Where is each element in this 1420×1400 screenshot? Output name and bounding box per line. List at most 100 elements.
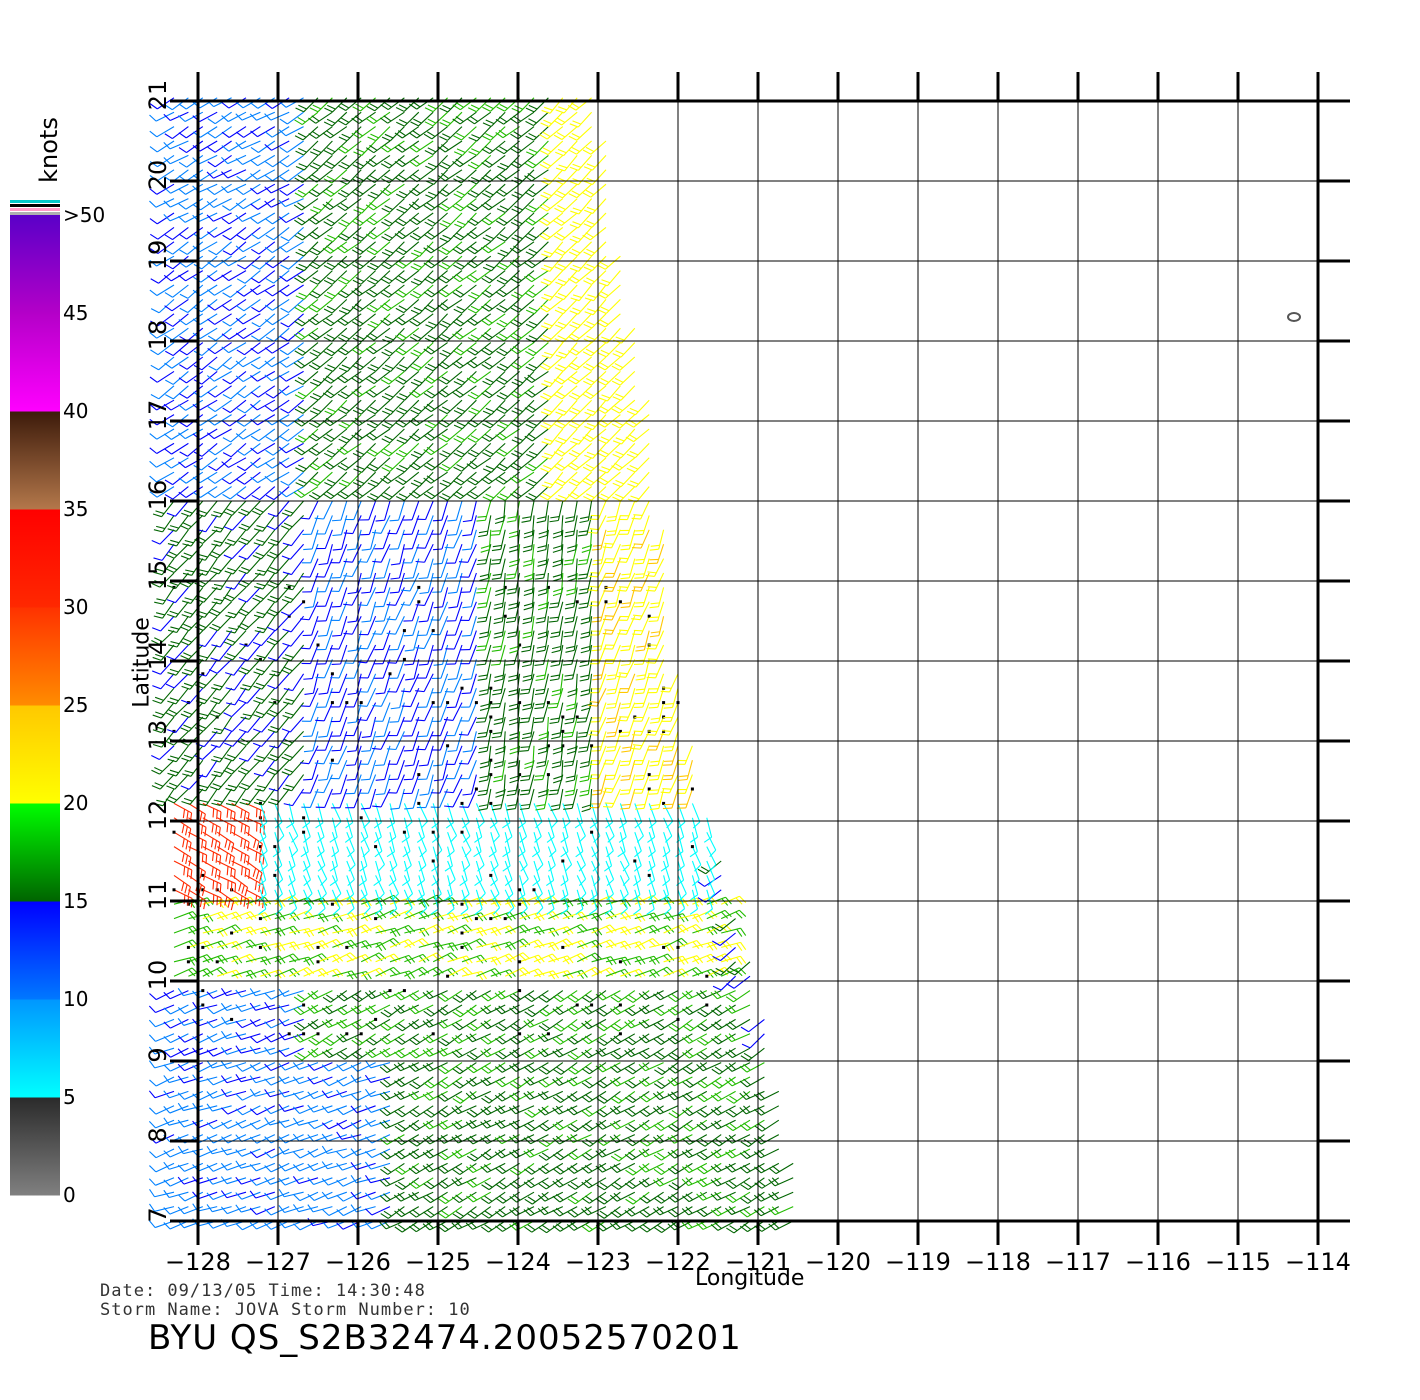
wind-barb-feather	[249, 1207, 257, 1215]
wind-barb-feather	[437, 1212, 446, 1219]
wind-barb-shaft	[603, 1105, 621, 1118]
wind-barb-shaft	[620, 925, 640, 934]
wind-barb-feather	[498, 1078, 506, 1086]
wind-barb-shaft	[458, 1119, 477, 1130]
wind-barb-feather	[493, 606, 503, 610]
wind-barb-feather	[208, 611, 218, 617]
wind-barb-feather	[550, 717, 560, 721]
wind-barb-feather	[440, 1047, 448, 1055]
wind-barb-feather	[520, 789, 530, 792]
wind-barb-feather	[671, 1035, 679, 1043]
wind-barb-feather	[505, 926, 513, 935]
wind-barb-shaft	[733, 1105, 751, 1118]
wind-barb-feather	[321, 1079, 330, 1087]
wind-barb-feather	[216, 882, 218, 892]
wind-barb-feather	[550, 820, 558, 829]
wind-barb-feather	[560, 879, 569, 887]
wind-barb-feather	[498, 1208, 507, 1216]
wind-barb-feather	[519, 926, 527, 934]
wind-barb-feather	[532, 879, 541, 887]
wind-barb-feather	[418, 663, 428, 666]
wind-barb-feather	[620, 807, 630, 810]
wind-barb-feather	[318, 778, 328, 781]
rain-flag-marker	[460, 931, 464, 935]
wind-barb-shaft	[270, 1162, 290, 1173]
wind-barb-feather	[536, 674, 546, 678]
wind-barb-shaft	[533, 953, 553, 963]
wind-barb-feather	[479, 707, 489, 711]
wind-barb-feather	[521, 775, 531, 778]
wind-barb-feather	[188, 912, 196, 921]
wind-barb-feather	[757, 1092, 765, 1099]
wind-barb-feather	[653, 1208, 661, 1216]
wind-barb-feather	[685, 990, 693, 998]
wind-barb-shaft	[591, 889, 598, 910]
wind-barb-shaft	[721, 941, 741, 948]
wind-barb-shaft	[168, 1119, 189, 1126]
wind-barb-shaft	[198, 1191, 218, 1200]
wind-barb-feather	[579, 779, 589, 783]
wind-barb-feather	[613, 1006, 622, 1014]
wind-barb-feather	[464, 849, 472, 858]
wind-barb-shaft	[616, 1162, 636, 1174]
wind-barb-feather	[521, 649, 531, 653]
wind-barb-shaft	[632, 1191, 650, 1205]
wind-barb-feather	[483, 1106, 492, 1114]
wind-barb-feather	[649, 926, 657, 934]
wind-barb-feather	[556, 1151, 565, 1159]
wind-barb-feather	[455, 1210, 464, 1217]
wind-barb-feather	[519, 692, 529, 695]
wind-barb-feather	[452, 1098, 461, 1104]
wind-barb-feather	[383, 1107, 391, 1115]
wind-barb-shaft	[502, 1177, 520, 1190]
wind-barb-feather	[278, 1136, 286, 1144]
wind-barb-feather	[256, 611, 266, 616]
wind-barb-feather	[379, 1066, 388, 1073]
wind-barb-shaft	[199, 1062, 218, 1073]
wind-barb-feather	[469, 1077, 477, 1085]
wind-barb-feather	[354, 1037, 363, 1044]
wind-barb-shaft	[702, 1191, 722, 1201]
wind-barb-feather	[389, 908, 398, 915]
wind-barb-shaft	[605, 940, 626, 948]
wind-barb-feather	[576, 954, 585, 962]
wind-barb-feather	[585, 1138, 594, 1145]
wind-barb-feather	[266, 640, 276, 646]
wind-barb-shaft	[645, 1148, 664, 1158]
wind-barb-shaft	[663, 803, 674, 822]
wind-barb-feather	[419, 591, 429, 595]
wind-barb-shaft	[403, 875, 414, 894]
wind-barb-feather	[538, 736, 548, 741]
wind-barb-feather	[577, 913, 585, 921]
wind-barb-shaft	[661, 1220, 679, 1233]
wind-barb-feather	[494, 617, 504, 621]
wind-barb-feather	[480, 994, 489, 1002]
wind-barb-shaft	[749, 1033, 765, 1049]
wind-barb-feather	[617, 589, 627, 592]
wind-barb-feather	[721, 898, 729, 906]
wind-barb-feather	[537, 1034, 545, 1043]
wind-barb-feather	[566, 588, 576, 592]
wind-barb-shaft	[476, 968, 496, 977]
wind-barb-shaft	[648, 875, 657, 895]
wind-barb-shaft	[260, 969, 280, 977]
wind-barb-feather	[581, 804, 591, 809]
wind-barb-feather	[584, 1223, 593, 1231]
wind-barb-shaft	[571, 788, 578, 809]
wind-barb-feather	[591, 793, 601, 796]
wind-barb-feather	[662, 787, 672, 790]
wind-barb-shaft	[677, 924, 697, 934]
wind-barb-shaft	[284, 1018, 304, 1027]
wind-barb-feather	[579, 789, 590, 793]
wind-barb-feather	[588, 704, 598, 707]
wind-barb-feather	[249, 1002, 256, 1011]
wind-barb-shaft	[547, 831, 557, 851]
wind-barb-feather	[332, 634, 342, 637]
wind-barb-shaft	[240, 1047, 261, 1054]
wind-barb-shaft	[703, 1162, 722, 1175]
wind-barb-shaft	[634, 894, 654, 905]
wind-barb-feather	[591, 749, 601, 752]
wind-barb-shaft	[346, 846, 356, 866]
wind-barb-shaft	[199, 1033, 218, 1044]
wind-barb-shaft	[641, 745, 650, 765]
